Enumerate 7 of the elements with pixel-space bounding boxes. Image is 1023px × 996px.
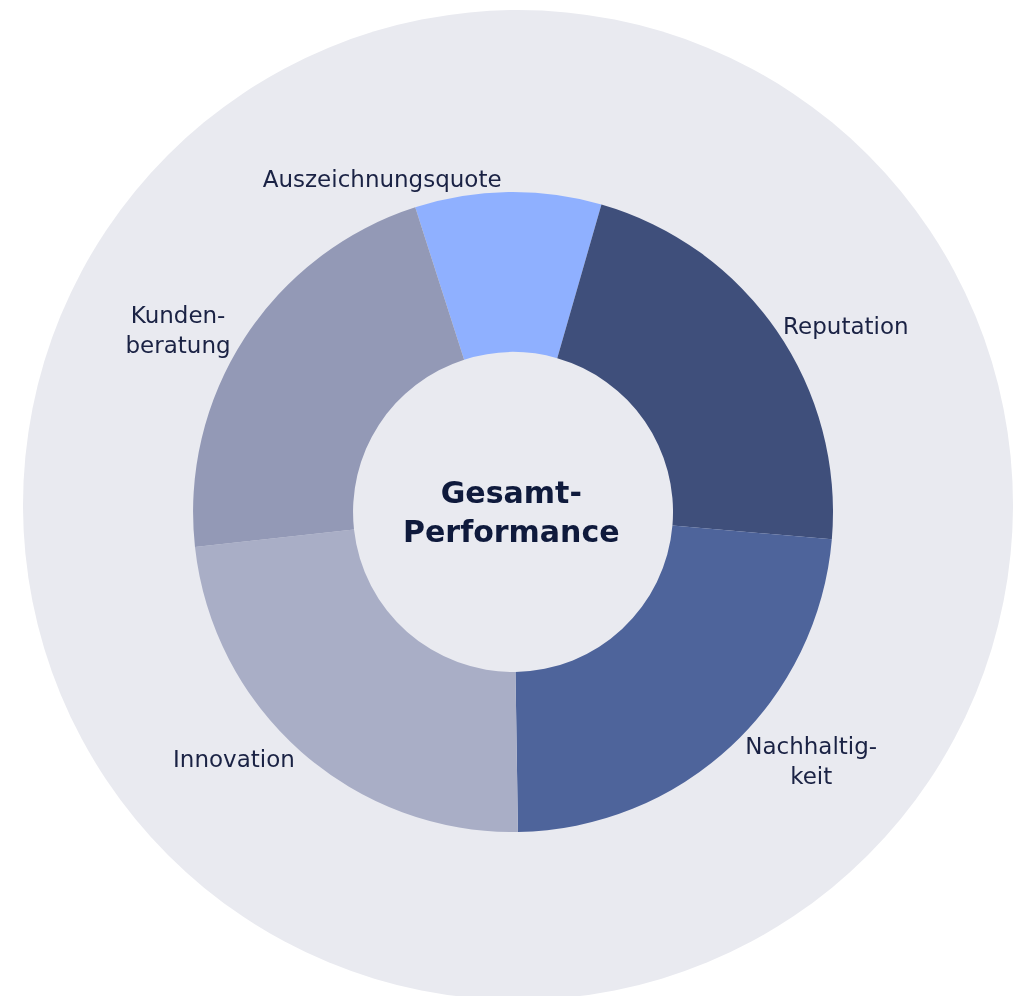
slice-label: Innovation [173, 746, 295, 773]
donut-slice [415, 192, 602, 360]
slice-label: Kunden- beratung [125, 301, 231, 358]
slice-label: Reputation [783, 313, 909, 340]
text: Gesamt- Performance [403, 475, 620, 549]
slice-label: Nachhaltig- keit [745, 733, 878, 789]
slice-label: Auszeichnungsquote [262, 166, 502, 193]
